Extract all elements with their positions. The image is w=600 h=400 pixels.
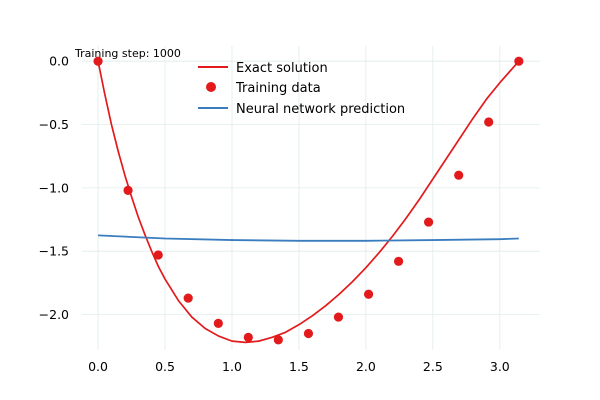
training-data-point [273, 335, 283, 345]
plot-area [93, 56, 524, 345]
y-tick-label: −0.5 [39, 117, 69, 132]
legend-label-training-data: Training data [235, 81, 321, 96]
training-data-point [243, 332, 253, 342]
training-data-point [123, 185, 133, 195]
training-data-point [363, 289, 374, 299]
series-line-exact-solution [97, 60, 520, 344]
training-data-point [153, 250, 163, 260]
legend-swatch-training-data [206, 82, 216, 92]
x-tick-label: 3.0 [490, 359, 510, 374]
legend: Exact solution Training data Neural netw… [198, 61, 405, 117]
y-tick-label: −1.0 [39, 180, 69, 195]
y-tick-label: −1.5 [39, 244, 69, 259]
x-tick-label: 2.5 [423, 359, 443, 374]
x-tick-label: 0.0 [88, 359, 108, 374]
training-data-point [454, 170, 464, 180]
training-data-point [514, 56, 524, 66]
training-data-point [333, 312, 344, 322]
x-tick-label: 0.5 [155, 359, 175, 374]
x-tick-label: 2.0 [356, 359, 376, 374]
training-data-point [213, 318, 223, 328]
training-step-annotation: Training step: 1000 [74, 47, 181, 60]
training-data-point [484, 117, 494, 127]
legend-label-exact-solution: Exact solution [236, 61, 328, 76]
training-data-point [93, 56, 103, 66]
y-tick-label: 0.0 [49, 54, 69, 69]
x-axis: 0.0 0.5 1.0 1.5 2.0 2.5 3.0 [88, 359, 510, 374]
y-tick-label: −2.0 [39, 307, 69, 322]
y-axis: 0.0 −0.5 −1.0 −1.5 −2.0 [39, 54, 69, 322]
x-tick-label: 1.0 [222, 359, 242, 374]
training-data-point [393, 256, 404, 266]
training-data-point [423, 217, 434, 227]
legend-label-nn-prediction: Neural network prediction [236, 102, 405, 117]
training-data-point [183, 293, 193, 303]
series-line-nn-prediction [98, 234, 519, 242]
x-tick-label: 1.5 [289, 359, 309, 374]
training-data-point [303, 328, 314, 339]
